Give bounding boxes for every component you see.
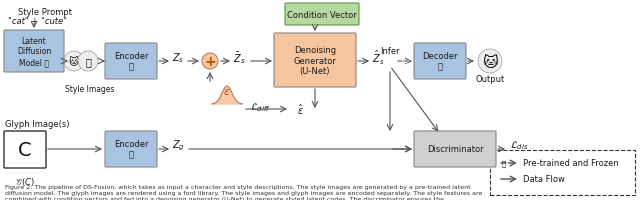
Text: 🔒: 🔒 <box>502 160 506 166</box>
Text: $\hat{Z}_s$: $\hat{Z}_s$ <box>372 49 385 67</box>
Text: Glyph Image(s): Glyph Image(s) <box>5 119 70 128</box>
Text: Figure 2: The pipeline of DS-Fusion, which takes as input a character and style : Figure 2: The pipeline of DS-Fusion, whi… <box>5 184 483 200</box>
FancyBboxPatch shape <box>4 131 46 168</box>
Text: $\mathscr{G}(C)$: $\mathscr{G}(C)$ <box>15 175 35 187</box>
Text: "cat" + "cute": "cat" + "cute" <box>8 17 67 26</box>
Text: +: + <box>204 55 216 69</box>
FancyBboxPatch shape <box>4 31 64 73</box>
Polygon shape <box>212 87 242 104</box>
FancyBboxPatch shape <box>414 131 496 167</box>
Text: Pre-trained and Frozen: Pre-trained and Frozen <box>523 159 619 168</box>
Circle shape <box>478 50 502 74</box>
Text: $\mathcal{L}_{dis}$: $\mathcal{L}_{dis}$ <box>510 139 529 152</box>
Text: $\bar{Z}_s$: $\bar{Z}_s$ <box>233 50 245 66</box>
FancyBboxPatch shape <box>414 44 466 80</box>
Text: Encoder
🔒: Encoder 🔒 <box>114 140 148 159</box>
Text: 🐱: 🐱 <box>69 57 79 67</box>
Text: Denoising
Generator
(U-Net): Denoising Generator (U-Net) <box>294 46 337 76</box>
Text: $Z_g$: $Z_g$ <box>172 138 185 152</box>
Text: C: C <box>18 140 32 159</box>
FancyBboxPatch shape <box>274 34 356 88</box>
Text: Discriminator: Discriminator <box>427 145 483 154</box>
Text: Style Images: Style Images <box>65 85 115 94</box>
Text: $\hat{\epsilon}$: $\hat{\epsilon}$ <box>296 102 303 117</box>
Circle shape <box>78 52 98 72</box>
Text: Condition Vector: Condition Vector <box>287 10 357 19</box>
Text: Data Flow: Data Flow <box>523 175 565 184</box>
Circle shape <box>202 54 218 70</box>
Text: $Z_s$: $Z_s$ <box>172 51 184 65</box>
Text: 🐱: 🐱 <box>482 54 498 69</box>
FancyBboxPatch shape <box>490 150 635 195</box>
Text: Infer: Infer <box>380 47 400 56</box>
FancyBboxPatch shape <box>285 4 359 26</box>
FancyBboxPatch shape <box>105 44 157 80</box>
Text: Encoder
🔒: Encoder 🔒 <box>114 52 148 71</box>
Circle shape <box>64 52 84 72</box>
Text: $\mathcal{L}_{diff}$: $\mathcal{L}_{diff}$ <box>250 101 270 114</box>
Text: Style Prompt: Style Prompt <box>18 8 72 17</box>
Text: 🐈: 🐈 <box>85 57 91 67</box>
Text: Output: Output <box>476 75 504 84</box>
FancyBboxPatch shape <box>105 131 157 167</box>
Text: Decoder
🔒: Decoder 🔒 <box>422 52 458 71</box>
Text: $\epsilon$: $\epsilon$ <box>223 87 231 97</box>
Text: Latent
Diffusion
Model 🔒: Latent Diffusion Model 🔒 <box>17 37 51 67</box>
